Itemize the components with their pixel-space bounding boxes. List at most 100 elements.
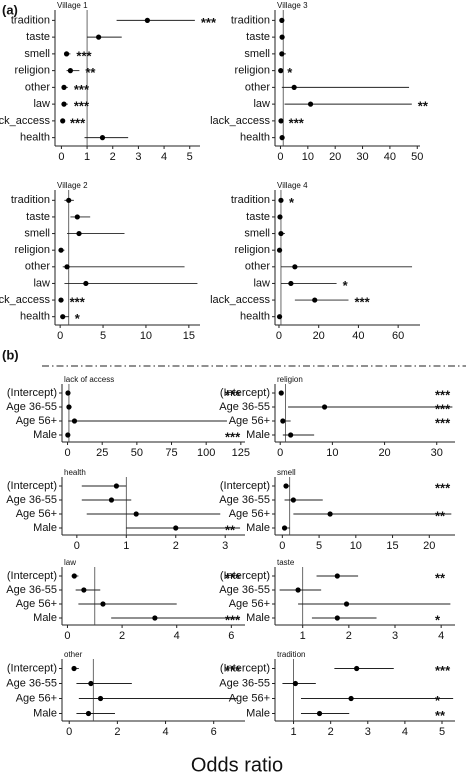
x-tick-label: 3	[392, 630, 398, 642]
significance-label: ***	[435, 663, 451, 678]
point-estimate	[288, 280, 294, 287]
point-estimate	[66, 404, 72, 410]
x-tick-label: 2	[328, 726, 334, 738]
point-estimate	[144, 17, 150, 23]
x-tick-label: 50	[131, 447, 143, 459]
point-estimate	[67, 68, 73, 74]
y-tick-label: lack_access	[210, 115, 270, 127]
y-tick-label: Age 56+	[16, 692, 57, 704]
y-tick-label: law	[253, 98, 270, 110]
chart-title: Village 1	[57, 1, 88, 10]
point-estimate	[292, 264, 298, 270]
point-estimate	[281, 525, 288, 531]
x-tick-label: 10	[350, 540, 362, 552]
significance-label: ***	[435, 480, 451, 495]
x-tick-label: 5	[316, 540, 322, 552]
y-tick-label: (Intercept)	[7, 570, 57, 582]
significance-label: *	[435, 693, 441, 708]
y-tick-label: Age 56+	[229, 508, 270, 520]
x-tick-label: 30	[431, 447, 443, 459]
x-tick-label: 3	[135, 151, 141, 163]
y-tick-label: tradition	[231, 14, 270, 26]
x-tick-label: 2	[173, 540, 179, 552]
y-tick-label: other	[245, 81, 270, 93]
x-tick-label: 40	[384, 151, 396, 163]
y-tick-label: Male	[33, 429, 57, 441]
point-estimate	[61, 84, 67, 90]
x-tick-label: 10	[302, 151, 314, 163]
y-tick-label: Age 56+	[229, 415, 270, 427]
x-tick-label: 20	[329, 151, 341, 163]
x-tick-label: 25	[96, 447, 108, 459]
x-tick-label: 0	[276, 330, 282, 342]
significance-label: ***	[225, 570, 241, 585]
y-tick-label: taste	[246, 211, 270, 223]
y-tick-label: (Intercept)	[7, 387, 57, 399]
y-tick-label: lack_access	[210, 294, 270, 306]
chart-title: other	[64, 650, 83, 659]
y-tick-label: Age 36-55	[219, 584, 270, 596]
point-estimate	[283, 483, 289, 489]
y-tick-label: taste	[246, 31, 270, 43]
x-tick-label: 75	[165, 447, 177, 459]
chart-title: Village 3	[277, 1, 308, 10]
x-tick-label: 2	[119, 630, 125, 642]
point-estimate	[279, 135, 285, 141]
significance-label: ***	[435, 415, 451, 430]
chart-title: lack of access	[64, 375, 114, 384]
y-tick-label: Age 36-55	[6, 584, 57, 596]
significance-label: ***	[70, 295, 86, 310]
point-estimate	[61, 101, 67, 107]
y-tick-label: Age 36-55	[6, 494, 57, 506]
point-estimate	[278, 118, 284, 124]
x-tick-label: 15	[183, 330, 195, 342]
y-tick-label: (Intercept)	[220, 480, 270, 492]
y-tick-label: smell	[24, 227, 50, 239]
y-tick-label: law	[33, 98, 50, 110]
point-estimate	[133, 511, 139, 517]
chart-title: law	[64, 558, 76, 567]
y-tick-label: health	[20, 132, 50, 144]
x-tick-label: 4	[174, 630, 180, 642]
point-estimate	[290, 497, 296, 503]
x-tick-label: 4	[438, 630, 444, 642]
point-estimate	[96, 34, 102, 40]
x-tick-label: 40	[352, 330, 364, 342]
y-tick-label: Age 36-55	[219, 677, 270, 689]
significance-label: *	[287, 65, 293, 80]
point-estimate	[152, 615, 158, 621]
y-tick-label: other	[25, 261, 50, 273]
point-estimate	[307, 101, 314, 107]
y-tick-label: smell	[244, 227, 270, 239]
x-tick-label: 30	[356, 151, 368, 163]
significance-label: ***	[74, 82, 90, 97]
y-tick-label: religion	[235, 244, 270, 256]
y-tick-label: Age 56+	[16, 508, 57, 520]
point-estimate	[278, 68, 284, 74]
point-estimate	[83, 280, 89, 287]
y-tick-label: Age 56+	[229, 598, 270, 610]
panel-label: (b)	[2, 347, 19, 362]
significance-label: *	[343, 278, 349, 293]
point-estimate	[71, 573, 77, 579]
x-tick-label: 2	[346, 630, 352, 642]
x-tick-label: 0	[74, 540, 80, 552]
y-tick-label: (Intercept)	[220, 387, 270, 399]
point-estimate	[74, 214, 80, 220]
point-estimate	[280, 418, 286, 424]
point-estimate	[76, 230, 82, 237]
x-tick-label: 0	[277, 151, 283, 163]
x-tick-label: 5	[187, 151, 193, 163]
x-tick-label: 50	[411, 151, 423, 163]
point-estimate	[64, 264, 70, 270]
y-tick-label: (Intercept)	[220, 662, 270, 674]
point-estimate	[100, 601, 106, 607]
significance-label: *	[289, 195, 295, 210]
significance-label: **	[435, 508, 446, 523]
point-estimate	[278, 230, 284, 237]
point-estimate	[276, 247, 283, 253]
y-tick-label: health	[240, 132, 270, 144]
x-tick-label: 0	[64, 447, 70, 459]
y-tick-label: law	[33, 277, 50, 289]
